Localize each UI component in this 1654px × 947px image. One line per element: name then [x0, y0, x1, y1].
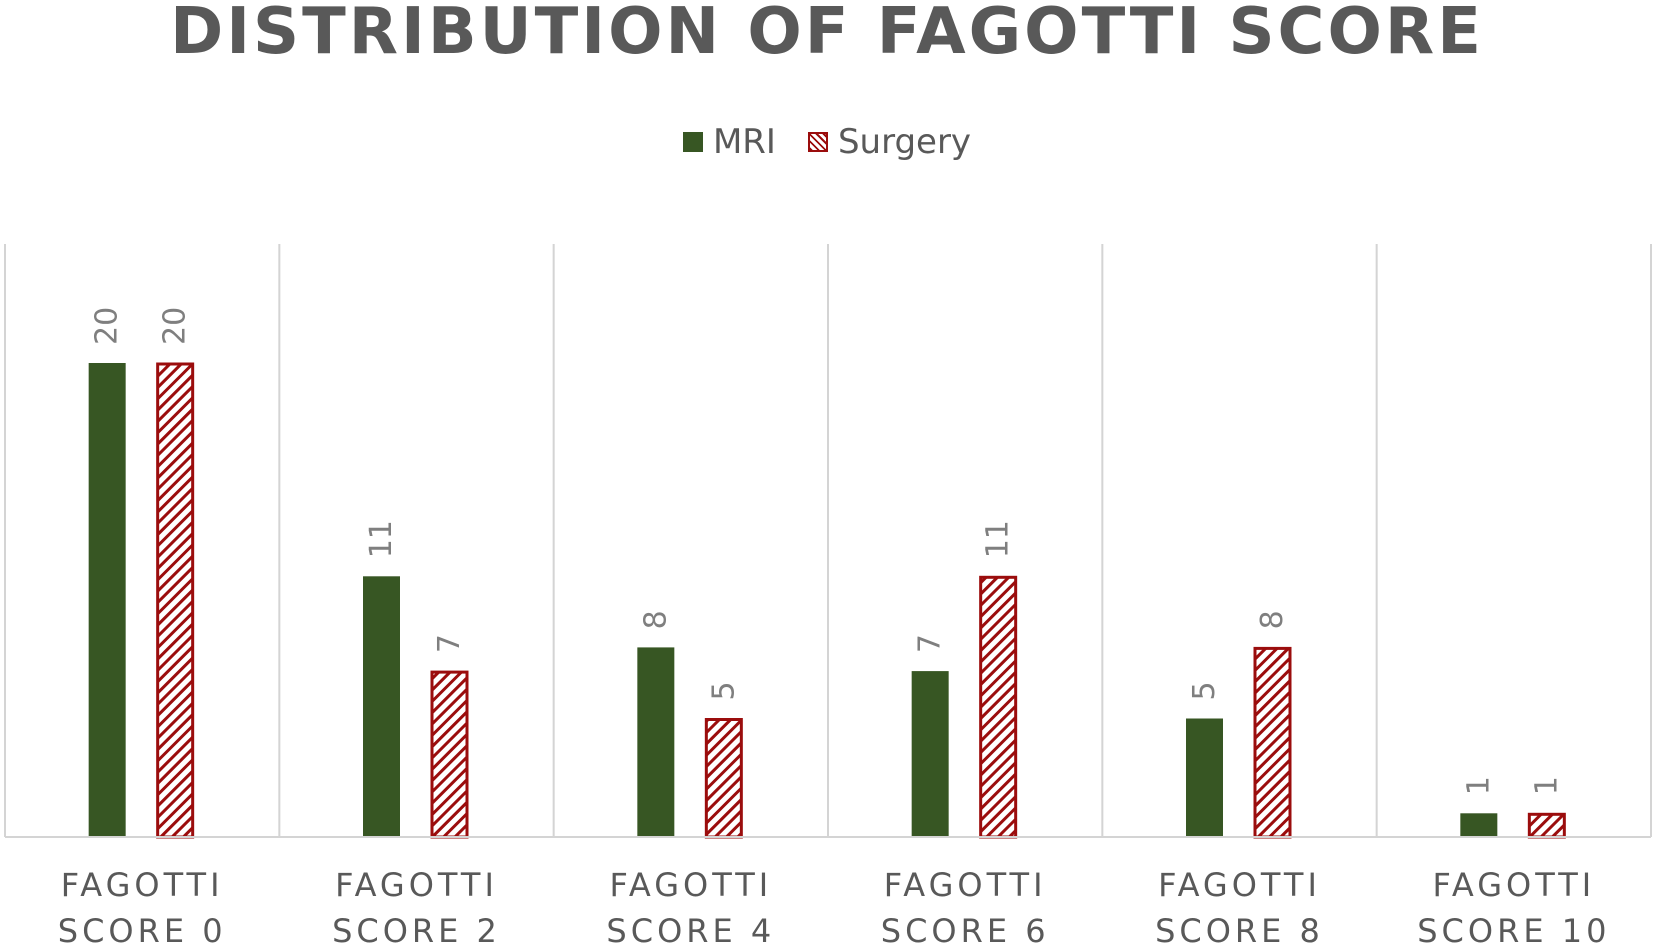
x-tick-label: SCORE 4 [606, 912, 775, 947]
bar-mri [363, 576, 400, 837]
legend-swatch-mri [682, 132, 703, 152]
legend-item-mri: MRI [682, 122, 776, 162]
bar-surgery [1253, 646, 1292, 839]
x-tick-label: FAGOTTI [335, 866, 498, 904]
data-label-mri: 1 [1461, 776, 1496, 795]
bar-surgery [704, 718, 743, 839]
x-tick-label: SCORE 2 [332, 912, 501, 947]
bar-surgery [979, 575, 1018, 839]
bar-mri [637, 647, 675, 837]
x-tick-label: FAGOTTI [884, 866, 1047, 904]
legend-label-mri: MRI [712, 122, 776, 162]
data-label-surgery: 1 [1529, 776, 1564, 795]
data-label-surgery: 8 [1255, 610, 1290, 629]
data-label-mri: 7 [913, 634, 948, 653]
data-label-surgery: 7 [432, 634, 467, 653]
bar-mri [1186, 718, 1223, 837]
data-label-mri: 5 [1187, 681, 1222, 700]
x-tick-label: SCORE 8 [1155, 912, 1324, 947]
x-tick-label: FAGOTTI [1432, 866, 1595, 904]
x-tick-label: SCORE 6 [881, 912, 1050, 947]
chart-title: DISTRIBUTION OF FAGOTTI SCORE [170, 0, 1484, 69]
bar-surgery [1527, 812, 1566, 839]
legend: MRI Surgery [0, 122, 1654, 162]
x-tick-label: FAGOTTI [61, 866, 224, 904]
bar-surgery [156, 362, 195, 839]
x-tick-label: FAGOTTI [609, 866, 772, 904]
x-tick-label: FAGOTTI [1158, 866, 1321, 904]
data-label-mri: 20 [90, 307, 125, 345]
data-label-mri: 11 [364, 520, 399, 558]
bar-mri [911, 671, 949, 837]
data-label-surgery: 11 [981, 520, 1016, 558]
bar-mri [1460, 813, 1498, 837]
legend-swatch-surgery [807, 132, 828, 152]
legend-label-surgery: Surgery [837, 122, 972, 162]
legend-item-surgery: Surgery [807, 122, 972, 162]
data-label-surgery: 20 [158, 307, 193, 345]
data-label-surgery: 5 [706, 681, 741, 700]
bar-mri [88, 363, 126, 837]
x-tick-label: SCORE 0 [58, 912, 227, 947]
x-tick-label: SCORE 10 [1417, 912, 1610, 947]
bar-surgery [430, 670, 469, 839]
data-label-mri: 8 [638, 610, 673, 629]
